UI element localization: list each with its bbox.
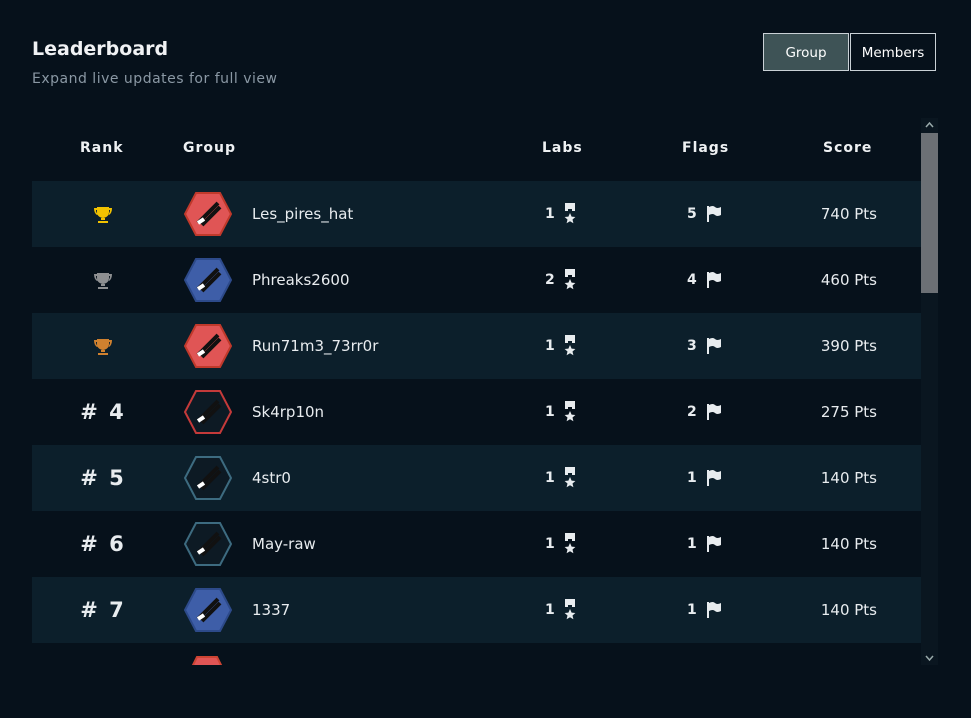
rank: # 5: [80, 466, 126, 490]
rank: # 7: [80, 598, 126, 622]
column-header: Score: [823, 140, 873, 156]
flags-count: 1: [687, 602, 697, 618]
rank: # 6: [80, 532, 126, 556]
rank: # 4: [80, 400, 126, 424]
labs-icon: [563, 533, 577, 555]
table: Rank Group Labs Flags Score Les_pires_ha…: [32, 118, 921, 665]
tab[interactable]: Group: [763, 33, 849, 71]
avatar: [183, 191, 233, 237]
subtitle: Expand live updates for full view: [32, 71, 278, 87]
flags-icon: [706, 205, 722, 223]
table-row: Run71m3_73rr0r 1 3 390 Pts: [32, 313, 921, 379]
table-row: # 7 1337 1 1 140 Pts: [32, 577, 921, 643]
column-header: Rank: [80, 140, 124, 156]
flags-icon: [706, 469, 722, 487]
avatar: [183, 455, 233, 501]
scrollbar-thumb[interactable]: [921, 133, 938, 293]
tab[interactable]: Members: [850, 33, 936, 71]
labs-count: 1: [545, 404, 555, 420]
score: 140 Pts: [820, 601, 877, 619]
score: 740 Pts: [820, 205, 877, 223]
column-header: Flags: [682, 140, 730, 156]
group-name: Run71m3_73rr0r: [252, 337, 379, 355]
labs-icon: [563, 335, 577, 357]
trophy-icon: [93, 205, 113, 225]
flags-count: 3: [687, 338, 697, 354]
table-row: Les_pires_hat 1 5 740 Pts: [32, 181, 921, 247]
flags-icon: [706, 271, 722, 289]
flags-count: 1: [687, 470, 697, 486]
title: Leaderboard: [32, 38, 169, 60]
avatar: [183, 257, 233, 303]
score: 275 Pts: [820, 403, 877, 421]
avatar-partial: [191, 656, 223, 665]
labs-count: 1: [545, 206, 555, 222]
group-name: 4str0: [252, 469, 291, 487]
column-header: Labs: [542, 140, 583, 156]
labs-count: 1: [545, 470, 555, 486]
table-row: # 5 4str0 1 1 140 Pts: [32, 445, 921, 511]
score: 460 Pts: [820, 271, 877, 289]
flags-icon: [706, 337, 722, 355]
trophy-icon: [93, 271, 113, 291]
flags-count: 1: [687, 536, 697, 552]
avatar: [183, 587, 233, 633]
labs-icon: [563, 599, 577, 621]
flags-count: 4: [687, 272, 697, 288]
scroll-arrows: [925, 121, 934, 662]
flags-icon: [706, 601, 722, 619]
labs-count: 1: [545, 536, 555, 552]
labs-icon: [563, 401, 577, 423]
labs-count: 1: [545, 602, 555, 618]
labs-icon: [563, 269, 577, 291]
labs-icon: [563, 203, 577, 225]
group-name: 1337: [252, 601, 291, 619]
group-name: May-raw: [252, 535, 316, 553]
group-name: Phreaks2600: [252, 271, 350, 289]
group-name: Sk4rp10n: [252, 403, 325, 421]
avatar: [183, 389, 233, 435]
labs-icon: [563, 467, 577, 489]
trophy-icon: [93, 337, 113, 357]
labs-count: 1: [545, 338, 555, 354]
flags-count: 2: [687, 404, 697, 420]
table-row: # 4 Sk4rp10n 1 2 275 Pts: [32, 379, 921, 445]
labs-count: 2: [545, 272, 555, 288]
flags-icon: [706, 403, 722, 421]
score: 390 Pts: [820, 337, 877, 355]
flags-count: 5: [687, 206, 697, 222]
table-row: # 6 May-raw 1 1 140 Pts: [32, 511, 921, 577]
avatar: [183, 323, 233, 369]
table-row: Phreaks2600 2 4 460 Pts: [32, 247, 921, 313]
score: 140 Pts: [820, 535, 877, 553]
flags-icon: [706, 535, 722, 553]
avatar: [183, 521, 233, 567]
score: 140 Pts: [820, 469, 877, 487]
column-header: Group: [183, 140, 237, 156]
group-name: Les_pires_hat: [252, 205, 354, 223]
